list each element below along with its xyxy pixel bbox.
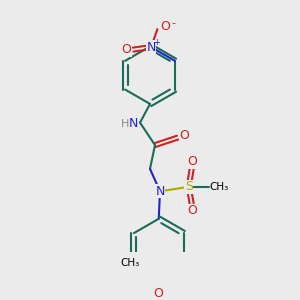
Text: -: -: [172, 18, 176, 28]
Text: CH₃: CH₃: [121, 258, 140, 268]
Text: N: N: [129, 117, 139, 130]
Text: +: +: [153, 38, 160, 47]
Text: O: O: [187, 155, 197, 168]
Text: O: O: [187, 204, 197, 217]
Text: S: S: [185, 180, 193, 193]
Text: N: N: [155, 185, 165, 198]
Text: O: O: [153, 287, 163, 300]
Text: N: N: [146, 40, 156, 54]
Text: O: O: [160, 20, 170, 33]
Text: O: O: [121, 43, 131, 56]
Text: CH₃: CH₃: [209, 182, 228, 192]
Text: H: H: [121, 119, 130, 129]
Text: O: O: [179, 129, 189, 142]
